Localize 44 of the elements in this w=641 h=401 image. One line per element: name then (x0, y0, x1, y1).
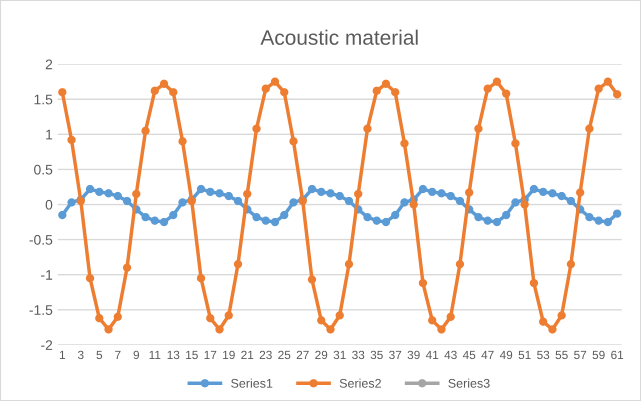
x-tick-label: 27 (296, 350, 309, 359)
x-tick-label: 19 (223, 350, 235, 360)
legend-label: Series1 (231, 378, 272, 388)
legend-label: Series2 (340, 378, 381, 388)
x-tick-label: 21 (241, 350, 254, 359)
y-tick-label: 1 (46, 130, 52, 140)
x-tick-label: 55 (556, 350, 568, 360)
x-tick-label: 37 (389, 350, 402, 360)
x-tick-label: 17 (204, 350, 216, 359)
x-tick-label: 35 (370, 350, 383, 360)
y-tick-label: 0.5 (34, 164, 52, 175)
x-tick-label: 3 (78, 350, 84, 360)
x-tick-label: 61 (611, 350, 624, 360)
x-tick-label: 41 (426, 350, 438, 359)
x-tick-label: 33 (352, 350, 364, 360)
legend-label: Series3 (448, 378, 490, 388)
x-tick-label: 51 (518, 350, 531, 360)
y-tick-label: -0.5 (30, 234, 52, 245)
y-tick-label: 1.5 (34, 94, 52, 104)
y-tick-label: -1.5 (30, 305, 52, 315)
x-tick-label: 15 (186, 350, 198, 360)
x-tick-label: 59 (592, 350, 605, 360)
x-tick-label: 23 (260, 350, 272, 360)
y-tick-label: -1 (41, 270, 52, 280)
x-tick-label: 7 (115, 350, 120, 359)
x-tick-label: 49 (500, 350, 512, 360)
x-tick-label: 5 (96, 350, 102, 360)
x-tick-label: 47 (481, 350, 494, 359)
chart-title: Acoustic material (260, 30, 418, 45)
x-tick-label: 11 (150, 350, 160, 359)
x-tick-label: 9 (134, 350, 140, 360)
x-tick-label: 13 (168, 350, 180, 360)
x-tick-label: 31 (334, 350, 346, 360)
x-tick-label: 43 (444, 350, 457, 360)
x-tick-label: 39 (408, 350, 420, 360)
y-tick-label: 2 (46, 59, 52, 70)
x-tick-label: 45 (462, 350, 476, 360)
x-tick-label: 1 (60, 350, 66, 359)
x-tick-label: 25 (278, 350, 290, 360)
y-tick-label: 0 (46, 200, 52, 210)
y-tick-label: -2 (41, 340, 52, 350)
x-tick-label: 53 (537, 350, 550, 360)
x-tick-label: 29 (315, 350, 328, 360)
x-tick-label: 57 (574, 350, 586, 360)
